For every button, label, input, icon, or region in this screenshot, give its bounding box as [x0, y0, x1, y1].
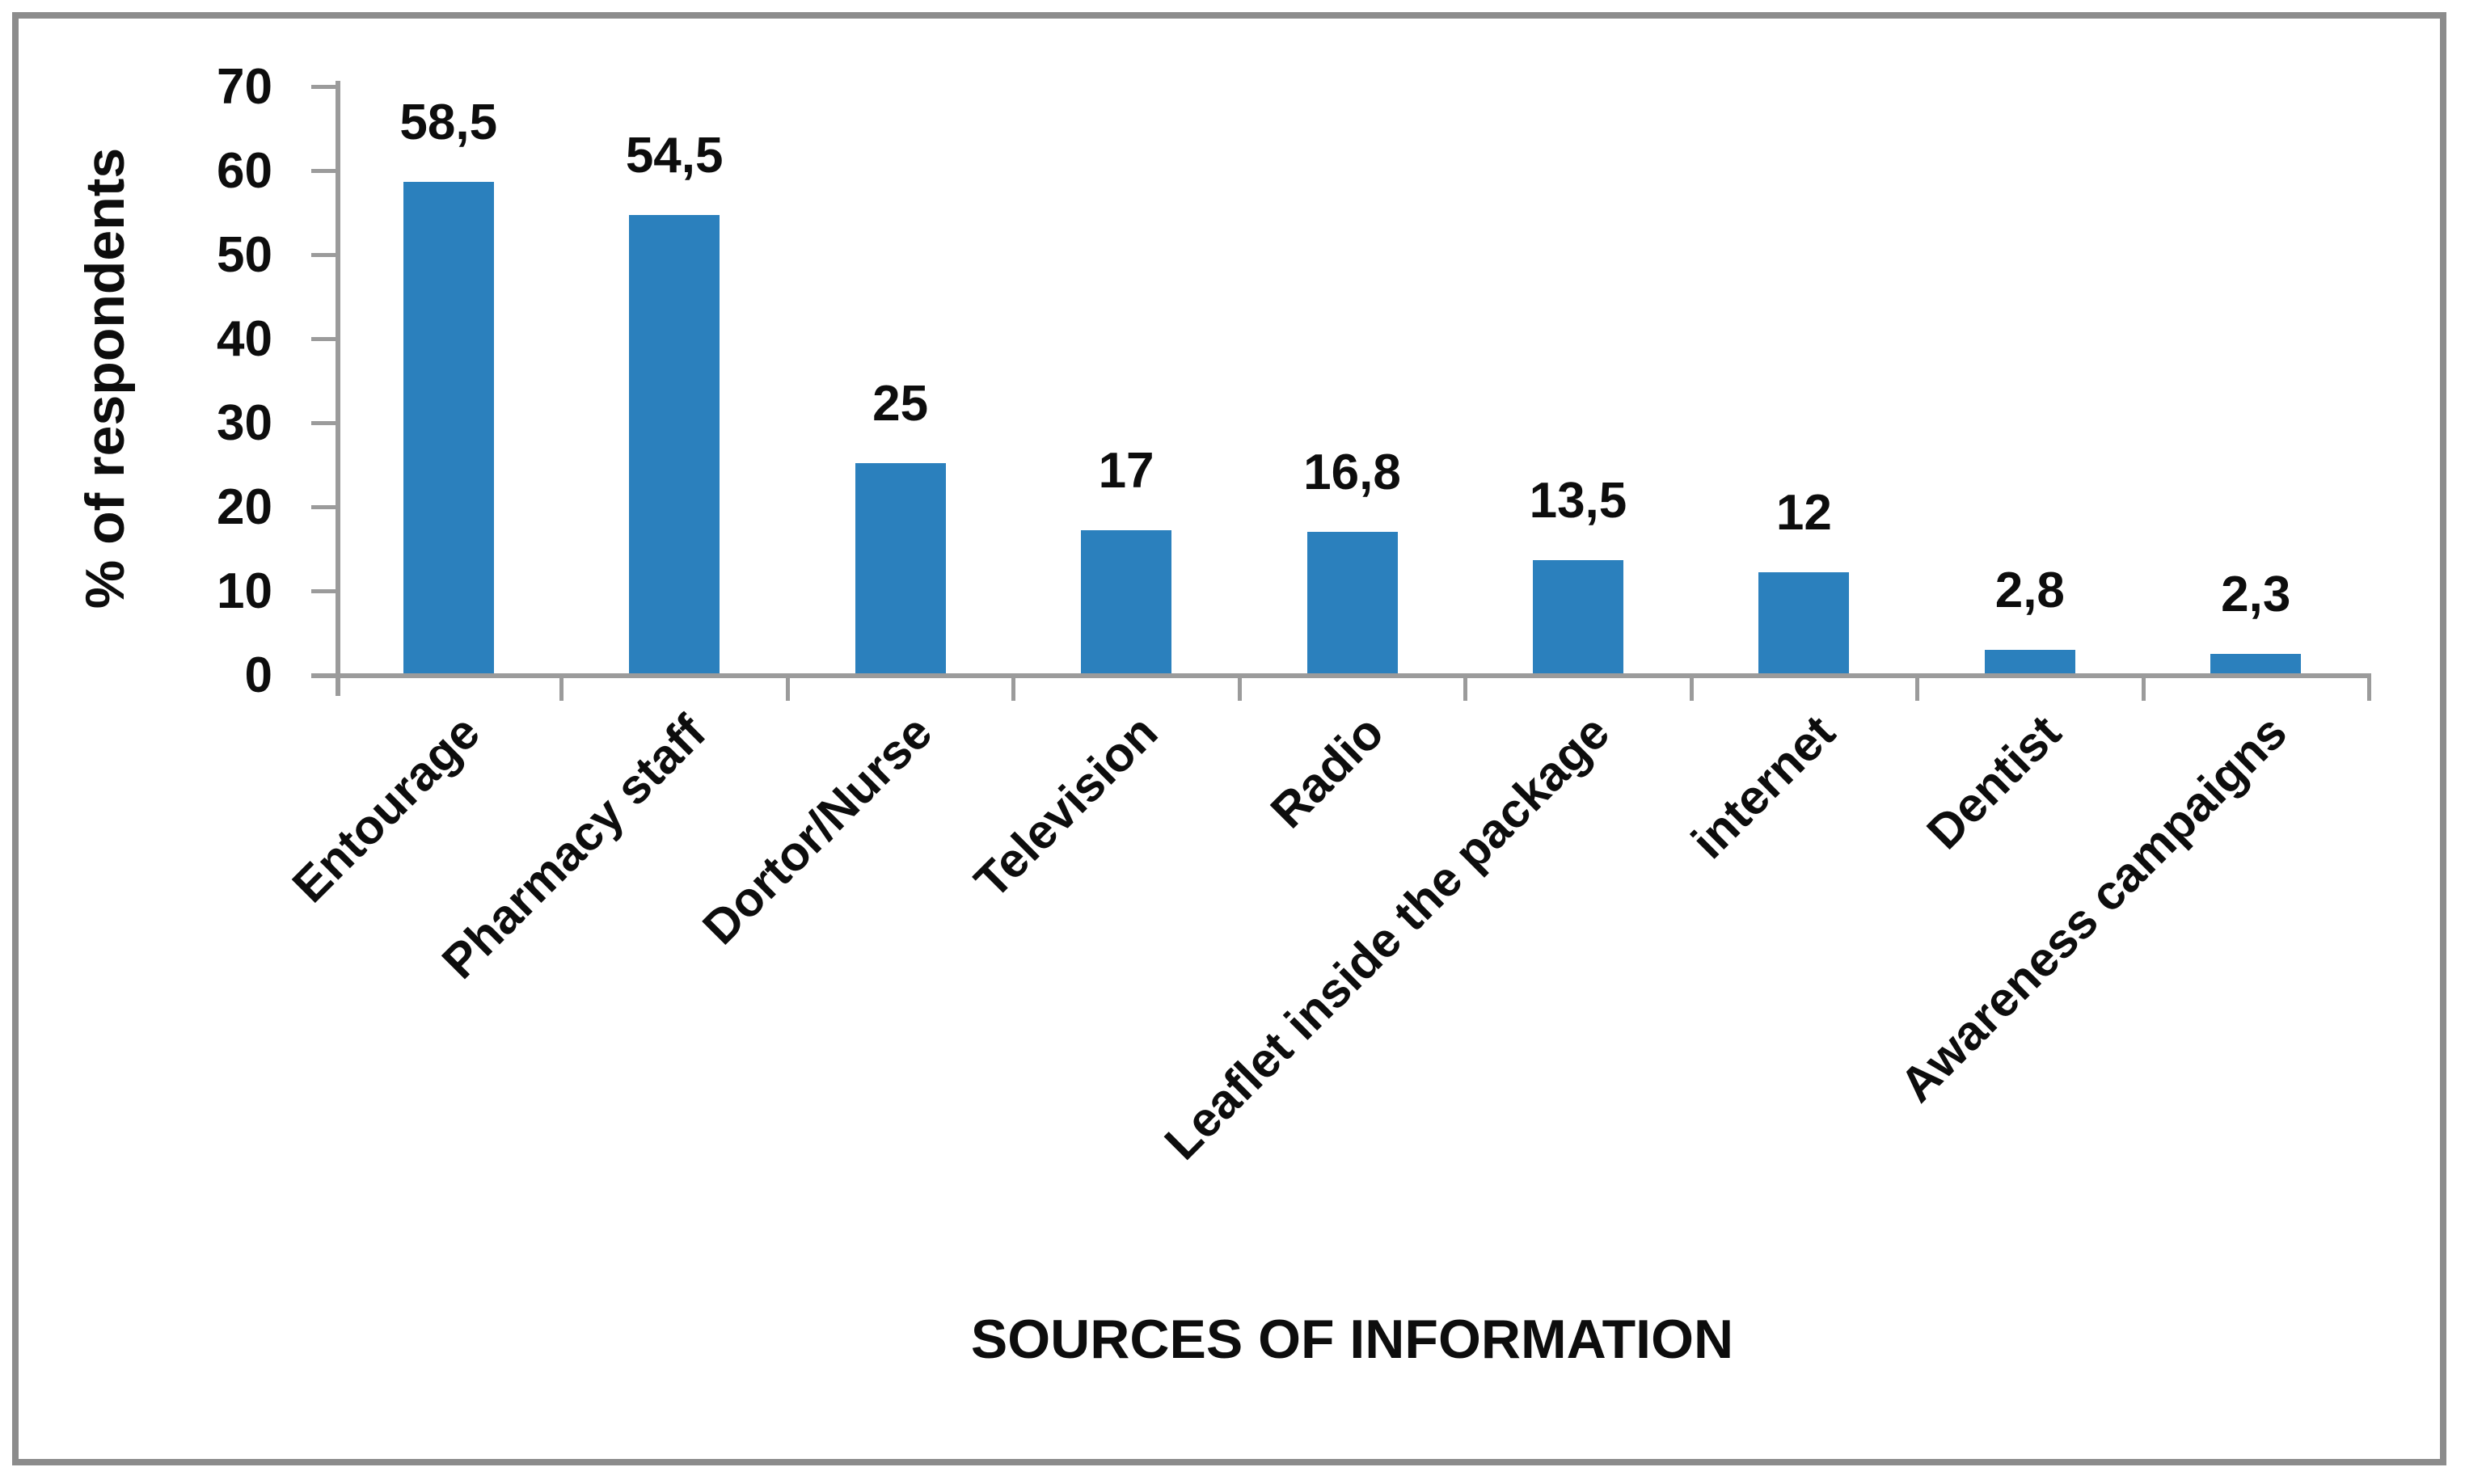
y-tick [311, 337, 336, 341]
bar [1081, 530, 1172, 673]
y-tick [311, 421, 336, 425]
bar-value-label: 17 [1098, 443, 1154, 500]
x-tick [785, 678, 790, 701]
category-label-text: Awareness campaigns [1889, 704, 2298, 1113]
y-tick-label: 70 [217, 59, 272, 115]
x-axis-line [311, 673, 2371, 678]
bar [2210, 654, 2302, 673]
bar-value-label: 54,5 [625, 128, 724, 184]
y-axis-title-text: % of respondents [74, 147, 136, 609]
y-tick-label: 40 [217, 311, 272, 367]
x-axis-title: SOURCES OF INFORMATION [970, 1309, 1734, 1370]
bar [1306, 532, 1398, 673]
bar-value-label: 58,5 [399, 94, 498, 150]
x-tick [2141, 678, 2146, 701]
x-tick [1463, 678, 1468, 701]
y-tick-label: 10 [217, 563, 272, 619]
x-tick [2367, 678, 2371, 701]
category-label-text: internet [1681, 704, 1846, 869]
bar [855, 463, 946, 673]
x-tick [1915, 678, 1920, 701]
x-tick [1237, 678, 1242, 701]
chart-outer-border [12, 12, 2446, 1465]
y-axis-line [336, 81, 340, 696]
y-tick-label: 50 [217, 227, 272, 283]
category-label-text: Entourage [281, 704, 491, 913]
y-tick [311, 505, 336, 509]
y-tick-label: 30 [217, 395, 272, 451]
bar [1532, 559, 1623, 673]
y-tick [311, 85, 336, 89]
bar-value-label: 13,5 [1529, 472, 1627, 529]
category-label-text: Dentist [1916, 704, 2072, 860]
bar [1758, 572, 1850, 673]
bar [629, 215, 720, 673]
category-label-text: Radio [1260, 704, 1394, 839]
bar [403, 181, 494, 673]
y-tick-label: 0 [244, 647, 272, 703]
category-label-text: Dortor/Nurse [691, 704, 942, 955]
bar [1984, 649, 2075, 673]
y-tick-label: 20 [217, 479, 272, 535]
x-tick [1689, 678, 1694, 701]
x-tick [559, 678, 564, 701]
bar-value-label: 12 [1775, 485, 1832, 542]
bar-value-label: 25 [872, 376, 929, 432]
y-tick [311, 169, 336, 173]
y-tick-label: 60 [217, 143, 272, 199]
x-tick [1011, 678, 1016, 701]
bar-value-label: 16,8 [1303, 445, 1401, 501]
bar-value-label: 2,8 [1994, 562, 2065, 618]
y-tick [311, 589, 336, 593]
y-tick [311, 253, 336, 257]
bar-value-label: 2,3 [2221, 567, 2291, 623]
category-label-text: Television [964, 704, 1168, 909]
category-label-text: Leaflet inside the package [1154, 704, 1620, 1170]
